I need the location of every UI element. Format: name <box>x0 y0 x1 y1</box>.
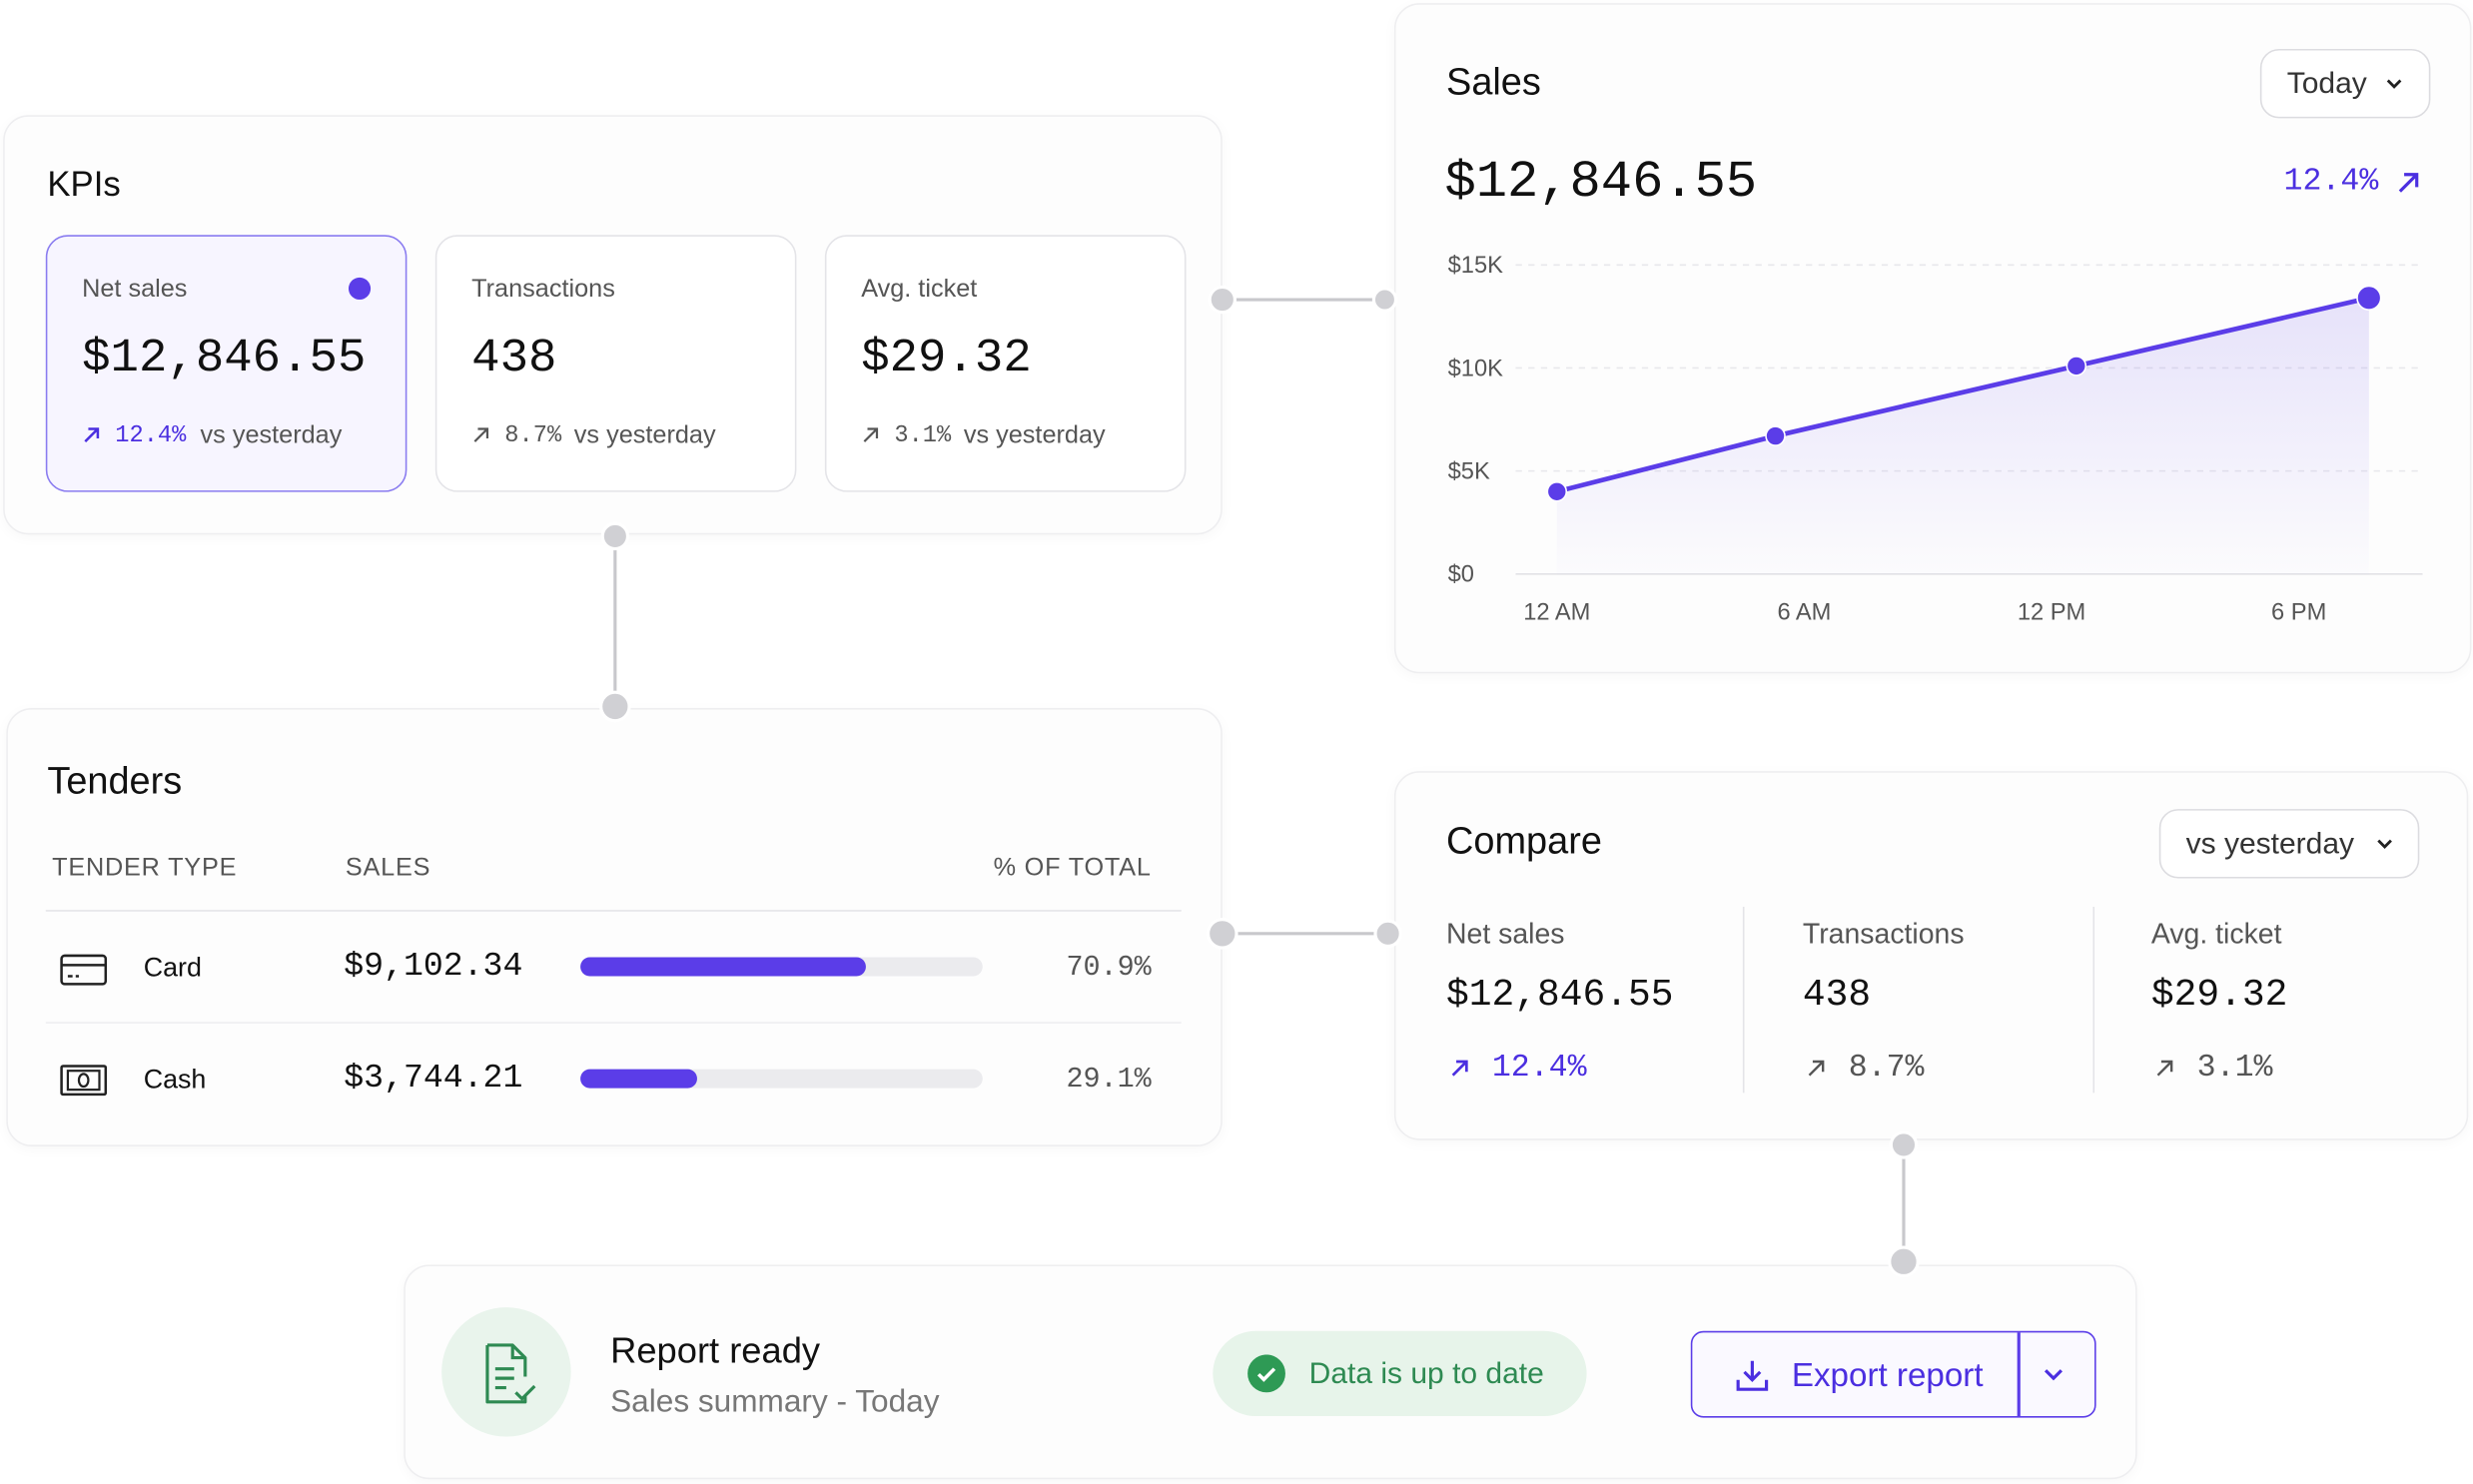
dropdown-label: vs yesterday <box>2185 828 2355 862</box>
kpi-value: 438 <box>471 333 557 386</box>
divider <box>45 910 1182 912</box>
up-arrow <box>1451 1060 1468 1077</box>
x-tick-label: 12 AM <box>1523 600 1590 626</box>
kpi-card[interactable]: Net sales $12,846.55 12.4% vs yesterday <box>45 235 408 492</box>
kpi-label: Transactions <box>471 276 615 304</box>
kpis-panel: KPIs Net sales $12,846.55 12.4% vs yeste… <box>3 115 1223 535</box>
kpi-delta: 3.1% <box>894 422 952 450</box>
report-title: Report ready <box>610 1329 821 1371</box>
point <box>2356 285 2382 311</box>
card-icon <box>60 954 108 986</box>
sales-panel: Sales Today $12,846.55 12.4% $0 $5K $10K $1… <box>1393 3 2472 674</box>
area <box>1556 298 2369 574</box>
sales-chart: $0 $5K $10K $15K 12 AM 6 AM 12 PM 6 PM <box>1448 253 2423 626</box>
y-tick-label: $10K <box>1448 356 1503 381</box>
tender-sales: $9,102.34 <box>344 949 523 986</box>
metric-value: $12,846.55 <box>1446 974 1674 1018</box>
sales-total: $12,846.55 <box>1444 153 1758 212</box>
range-dropdown[interactable]: Today <box>2259 48 2431 119</box>
kpi-label: Net sales <box>82 276 188 304</box>
report-icon-bg <box>441 1307 571 1437</box>
metric-delta: 8.7% <box>1848 1050 1925 1087</box>
kpi-value: $29.32 <box>861 333 1032 386</box>
report-subtitle: Sales summary - Today <box>610 1384 940 1420</box>
point <box>1546 480 1568 502</box>
kpi-delta: 8.7% <box>504 422 562 450</box>
metric-value: $29.32 <box>2150 974 2288 1018</box>
kpi-card[interactable]: Avg. ticket $29.32 3.1% vs yesterday <box>824 235 1187 492</box>
status-text: Data is up to date <box>1308 1357 1544 1391</box>
x-tick-label: 6 AM <box>1777 600 1831 626</box>
kpi-note: vs yesterday <box>200 422 343 450</box>
kpi-value: $12,846.55 <box>82 333 367 386</box>
report-icon <box>485 1343 536 1404</box>
cash-icon <box>60 1065 108 1097</box>
column-header: % OF TOTAL <box>993 854 1152 882</box>
tender-type: Card <box>143 952 202 983</box>
kpi-delta: 12.4% <box>115 422 187 450</box>
kpi-note: vs yesterday <box>573 422 716 450</box>
metric-delta: 12.4% <box>1491 1050 1587 1087</box>
column-header: SALES <box>345 854 431 882</box>
line <box>1556 295 2370 494</box>
share-bar <box>580 1069 698 1089</box>
compare-dropdown[interactable]: vs yesterday <box>2158 809 2420 879</box>
tender-type: Cash <box>143 1064 207 1095</box>
divider <box>1742 906 1745 1094</box>
y-tick-label: $0 <box>1448 562 1474 588</box>
up-arrow <box>2156 1060 2173 1077</box>
up-arrow <box>1808 1060 1825 1077</box>
y-tick-label: $5K <box>1448 459 1490 485</box>
kpi-label: Avg. ticket <box>861 276 978 304</box>
point <box>1765 425 1786 446</box>
share-bar <box>580 957 866 977</box>
tender-share: 29.1% <box>1066 1064 1152 1097</box>
report-panel: Report ready Sales summary - Today Data … <box>404 1264 2137 1480</box>
compare-panel: Compare vs yesterday Net sales $12,846.5… <box>1393 771 2469 1140</box>
export-button[interactable]: Export report <box>1690 1330 2096 1418</box>
active-dot <box>348 277 372 301</box>
dropdown-label: Today <box>2286 67 2367 102</box>
status-pill: Data is up to date <box>1213 1330 1587 1417</box>
up-arrow <box>473 427 489 442</box>
panel-title: KPIs <box>47 164 121 204</box>
panel-title: Tenders <box>47 760 183 803</box>
y-tick-label: $15K <box>1448 253 1503 279</box>
chevron[interactable] <box>2043 1366 2064 1383</box>
kpi-card[interactable]: Transactions 438 8.7% vs yesterday <box>434 235 797 492</box>
up-arrow <box>84 427 100 443</box>
export-label: Export report <box>1791 1357 1984 1394</box>
x-tick-label: 12 PM <box>2018 600 2085 626</box>
metric-label: Net sales <box>1446 918 1565 950</box>
metric-value: 438 <box>1802 974 1872 1018</box>
download-icon <box>1736 1360 1769 1391</box>
metric-label: Avg. ticket <box>2150 918 2282 950</box>
chevron <box>2386 79 2402 89</box>
kpi-note: vs yesterday <box>963 422 1106 450</box>
sales-change: 12.4% <box>2283 164 2379 201</box>
divider <box>45 1022 1182 1024</box>
tender-sales: $3,744.21 <box>344 1061 523 1099</box>
tenders-panel: Tenders TENDER TYPE SALES % OF TOTAL Car… <box>6 708 1223 1147</box>
column-header: TENDER TYPE <box>52 854 238 882</box>
panel-title: Sales <box>1446 61 1541 105</box>
metric-delta: 3.1% <box>2196 1050 2273 1087</box>
up-arrow <box>2398 173 2419 193</box>
divider <box>2092 906 2095 1094</box>
panel-title: Compare <box>1446 820 1602 863</box>
x-tick-label: 6 PM <box>2271 600 2326 626</box>
tender-share: 70.9% <box>1066 952 1152 985</box>
up-arrow <box>863 427 879 442</box>
check-icon <box>1247 1354 1285 1393</box>
chevron <box>2377 839 2392 849</box>
point <box>2065 356 2087 376</box>
metric-label: Transactions <box>1802 918 1965 950</box>
button-divider <box>2017 1332 2021 1417</box>
